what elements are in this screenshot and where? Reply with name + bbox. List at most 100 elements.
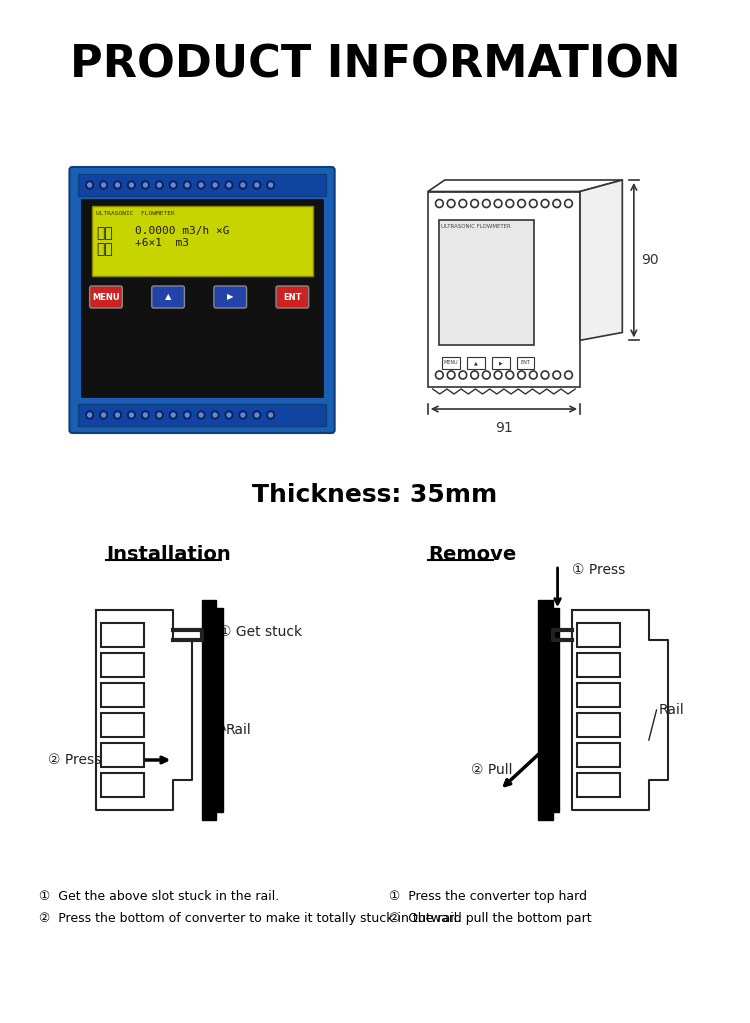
Circle shape xyxy=(506,199,514,208)
Circle shape xyxy=(158,183,161,187)
Circle shape xyxy=(241,183,244,187)
FancyBboxPatch shape xyxy=(70,167,334,433)
Circle shape xyxy=(482,199,490,208)
Text: ① Get stuck: ① Get stuck xyxy=(219,625,302,639)
Text: ②  Outward pull the bottom part: ② Outward pull the bottom part xyxy=(389,911,592,925)
Circle shape xyxy=(225,411,232,419)
Circle shape xyxy=(143,413,147,417)
Text: ①  Get the above slot stuck in the rail.: ① Get the above slot stuck in the rail. xyxy=(39,890,279,903)
Circle shape xyxy=(542,371,549,379)
Circle shape xyxy=(130,413,134,417)
Polygon shape xyxy=(202,601,223,820)
Circle shape xyxy=(185,183,189,187)
Bar xyxy=(82,201,322,396)
Circle shape xyxy=(565,199,572,208)
Circle shape xyxy=(88,413,92,417)
Circle shape xyxy=(471,371,478,379)
Circle shape xyxy=(267,411,274,419)
Text: ENT: ENT xyxy=(283,293,302,302)
Circle shape xyxy=(114,411,122,419)
Circle shape xyxy=(213,413,217,417)
Circle shape xyxy=(142,181,149,189)
Circle shape xyxy=(447,199,455,208)
Circle shape xyxy=(239,411,247,419)
Circle shape xyxy=(114,181,122,189)
Bar xyxy=(467,357,484,369)
Circle shape xyxy=(553,371,560,379)
Bar xyxy=(577,653,620,677)
Circle shape xyxy=(530,199,537,208)
Bar xyxy=(577,713,620,737)
Circle shape xyxy=(471,199,478,208)
Bar xyxy=(78,174,326,196)
Circle shape xyxy=(155,181,164,189)
Bar xyxy=(427,191,580,387)
Circle shape xyxy=(268,183,273,187)
Bar xyxy=(101,713,145,737)
Text: Rail: Rail xyxy=(226,723,252,737)
Text: 90: 90 xyxy=(641,253,659,267)
Text: ULTRASONIC  FLOWMETER: ULTRASONIC FLOWMETER xyxy=(96,211,175,216)
Circle shape xyxy=(130,183,134,187)
Circle shape xyxy=(255,183,259,187)
Text: ▲: ▲ xyxy=(165,293,171,302)
Circle shape xyxy=(102,183,106,187)
Bar xyxy=(101,743,145,767)
Circle shape xyxy=(436,199,443,208)
Circle shape xyxy=(170,411,177,419)
Bar xyxy=(101,653,145,677)
Circle shape xyxy=(239,181,247,189)
Circle shape xyxy=(102,413,106,417)
Circle shape xyxy=(88,183,92,187)
Circle shape xyxy=(436,371,443,379)
Bar xyxy=(101,683,145,707)
Bar xyxy=(78,404,326,426)
Text: Thickness: 35mm: Thickness: 35mm xyxy=(252,483,498,507)
Circle shape xyxy=(447,371,455,379)
Bar xyxy=(442,357,460,369)
Bar xyxy=(577,773,620,797)
Circle shape xyxy=(158,413,161,417)
Text: Remove: Remove xyxy=(427,545,516,564)
Text: ULTRASONIC FLOWMETER: ULTRASONIC FLOWMETER xyxy=(441,224,511,229)
Bar xyxy=(92,206,313,276)
Circle shape xyxy=(253,181,261,189)
Circle shape xyxy=(227,413,231,417)
Circle shape xyxy=(183,411,191,419)
Circle shape xyxy=(482,371,490,379)
Circle shape xyxy=(200,413,203,417)
Text: Installation: Installation xyxy=(106,545,231,564)
FancyBboxPatch shape xyxy=(152,286,184,308)
Circle shape xyxy=(116,183,119,187)
Circle shape xyxy=(197,411,205,419)
Polygon shape xyxy=(427,180,622,191)
Text: ② Press: ② Press xyxy=(48,753,101,767)
Polygon shape xyxy=(538,601,560,820)
Polygon shape xyxy=(580,180,622,341)
Circle shape xyxy=(225,181,232,189)
Circle shape xyxy=(227,183,231,187)
Circle shape xyxy=(116,413,119,417)
Circle shape xyxy=(267,181,274,189)
FancyBboxPatch shape xyxy=(90,286,122,308)
Bar xyxy=(577,623,620,647)
Circle shape xyxy=(86,411,94,419)
Bar xyxy=(101,773,145,797)
Circle shape xyxy=(494,371,502,379)
Circle shape xyxy=(459,371,466,379)
Circle shape xyxy=(211,181,219,189)
Text: ▲: ▲ xyxy=(474,360,478,365)
Circle shape xyxy=(565,371,572,379)
Text: ▶: ▶ xyxy=(499,360,502,365)
Circle shape xyxy=(506,371,514,379)
Circle shape xyxy=(518,371,526,379)
Text: ②  Press the bottom of converter to make it totally stuck in the rail.: ② Press the bottom of converter to make … xyxy=(39,911,461,925)
Circle shape xyxy=(155,411,164,419)
Text: 流量
正积: 流量 正积 xyxy=(96,226,113,256)
Circle shape xyxy=(241,413,244,417)
Text: PRODUCT INFORMATION: PRODUCT INFORMATION xyxy=(70,44,680,87)
Circle shape xyxy=(255,413,259,417)
Circle shape xyxy=(253,411,261,419)
Bar xyxy=(492,357,509,369)
Circle shape xyxy=(197,181,205,189)
